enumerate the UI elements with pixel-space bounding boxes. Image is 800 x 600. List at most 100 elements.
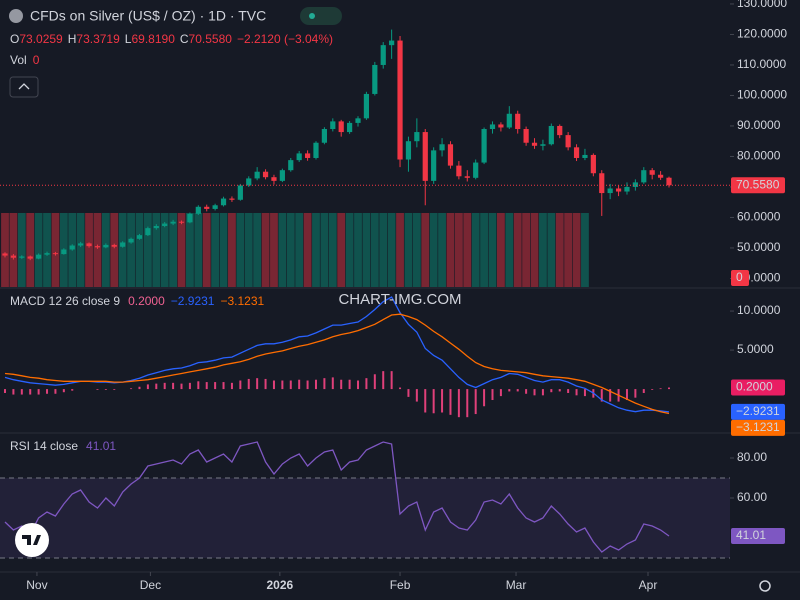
- volume-bar: [564, 213, 573, 287]
- macd-histogram-bar: [365, 378, 368, 390]
- macd-value-label-box: [731, 419, 785, 436]
- volume-bar: [194, 213, 203, 287]
- status-badge: [300, 7, 342, 25]
- volume-bar: [160, 213, 169, 287]
- macd-histogram-bar: [104, 389, 107, 390]
- last-price-label: 70.5580: [736, 177, 780, 191]
- candle-body: [178, 221, 185, 223]
- watermark: CHART-IMG.COM: [338, 291, 461, 308]
- volume-bar: [186, 213, 194, 287]
- chart-title: CFDs on Silver (US$ / OZ) · 1D · TVC: [30, 8, 266, 24]
- candle-body: [246, 178, 252, 186]
- macd-histogram-bar: [491, 389, 494, 401]
- volume-bar: [76, 213, 85, 287]
- macd-histogram-bar: [96, 389, 99, 390]
- macd-histogram-bar: [424, 389, 427, 413]
- logo: [15, 523, 49, 557]
- volume-bar: [555, 213, 564, 287]
- macd-histogram-bar: [642, 389, 645, 393]
- volume-bar: [446, 213, 455, 287]
- macd-histogram-bar: [71, 389, 74, 391]
- symbol-icon: [9, 9, 23, 23]
- candle-body: [422, 132, 428, 181]
- candle-body: [363, 93, 370, 119]
- plot: 130.0000 120.0000 110.0000 100.0000 90.0000 8…: [0, 0, 787, 592]
- volume-bar: [429, 213, 438, 287]
- volume-bar: [513, 213, 522, 287]
- candle-body: [162, 223, 168, 227]
- volume-bar: [572, 213, 581, 287]
- y-tick-label: 50.0000: [737, 240, 781, 254]
- macd-histogram-bar: [214, 382, 217, 390]
- candle-body: [271, 177, 277, 181]
- volume-bar: [530, 213, 539, 287]
- candle-body: [557, 125, 563, 136]
- candle-body: [649, 170, 655, 175]
- macd-value-label: −2.9231: [736, 404, 780, 418]
- candle-body: [145, 228, 151, 236]
- volume-bar: [354, 213, 362, 287]
- candle-body: [498, 124, 504, 128]
- macd-histogram-bar: [239, 380, 242, 390]
- candle-body: [389, 40, 395, 46]
- candle-body: [397, 40, 403, 160]
- macd-histogram-bar: [449, 389, 452, 415]
- rsi-legend: RSI 14 close 41.01: [10, 439, 116, 453]
- candle-body: [61, 249, 67, 255]
- macd-histogram-bar: [651, 389, 654, 390]
- settings-icon[interactable]: [759, 580, 771, 592]
- candle-body: [599, 173, 605, 194]
- macd-histogram-bar: [441, 389, 444, 413]
- ohlc-legend: O73.0259 H73.3719 L69.8190 C70.5580 −2.2120 …: [10, 32, 333, 46]
- candle-body: [330, 121, 336, 130]
- macd-histogram-bar: [583, 389, 586, 397]
- volume-bar: [421, 213, 430, 287]
- candle-body: [431, 150, 437, 181]
- y-tick-label: 5.0000: [737, 342, 774, 356]
- volume-bar: [547, 213, 556, 287]
- macd-histogram-bar: [415, 389, 418, 402]
- macd-histogram-bar: [172, 382, 175, 390]
- macd-histogram-bar: [12, 389, 15, 395]
- collapse-button[interactable]: [9, 76, 39, 98]
- macd-histogram-bar: [37, 389, 40, 395]
- macd-histogram-bar: [399, 387, 402, 390]
- candle-body: [380, 45, 386, 65]
- macd-histogram-bar: [247, 378, 250, 390]
- candle-body: [582, 154, 588, 158]
- candle-body: [304, 153, 311, 158]
- y-tick-label: 130.0000: [737, 0, 787, 10]
- candle-body: [355, 118, 361, 123]
- volume-bar: [26, 213, 35, 287]
- candle-body: [632, 182, 638, 187]
- macd-histogram-bar: [625, 389, 628, 401]
- candle-body: [44, 253, 50, 255]
- candle-body: [414, 132, 420, 142]
- x-tick-label: Mar: [506, 578, 527, 592]
- macd-histogram-bar: [516, 389, 519, 392]
- volume-bar: [463, 213, 472, 287]
- macd-histogram-bar: [373, 374, 376, 390]
- candle-body: [187, 213, 193, 223]
- volume-bar: [110, 213, 119, 287]
- macd-histogram-bar: [331, 377, 334, 390]
- candle-body: [489, 124, 496, 130]
- volume-bar: [244, 213, 253, 287]
- volume-bar: [337, 213, 346, 287]
- volume-label: 0: [736, 270, 743, 284]
- volume-bar: [404, 213, 413, 287]
- macd-histogram-bar: [138, 386, 141, 390]
- volume-bar: [522, 213, 531, 287]
- macd-histogram-bar: [272, 380, 275, 390]
- candle-body: [296, 153, 302, 161]
- y-tick-label: 10.0000: [737, 303, 781, 317]
- macd-histogram-bar: [390, 371, 393, 390]
- candle-body: [615, 188, 622, 192]
- macd-histogram-bar: [357, 380, 360, 390]
- macd-value-label: 0.2000: [736, 380, 773, 394]
- candle-body: [94, 246, 101, 248]
- volume-bar: [370, 213, 379, 287]
- macd-histogram-bar: [20, 389, 23, 395]
- macd-histogram-bar: [659, 388, 662, 390]
- candle-body: [229, 198, 235, 200]
